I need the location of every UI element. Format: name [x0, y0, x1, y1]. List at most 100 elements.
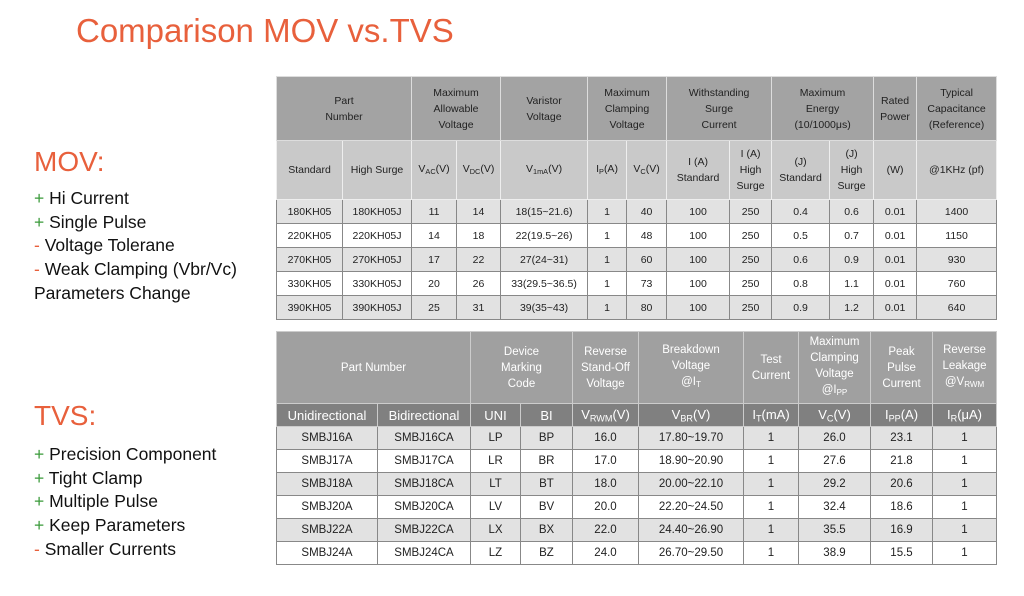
- bullet-sign: +: [34, 467, 45, 488]
- text-part: (V): [435, 162, 450, 175]
- data-cell: LT: [470, 472, 521, 496]
- header-cell: UNI: [470, 403, 521, 427]
- text-part: V: [818, 406, 827, 422]
- text-part: Breakdown Voltage @I: [662, 344, 720, 388]
- data-cell: BR: [520, 449, 573, 473]
- item-text: Single Pulse: [44, 211, 147, 232]
- list-item: + Precision Component: [34, 443, 239, 467]
- header-cell: IT(mA): [743, 403, 799, 427]
- data-cell: 26: [456, 271, 502, 296]
- data-cell: 17.80~19.70: [638, 426, 744, 450]
- text-part: I: [884, 406, 889, 422]
- data-cell: 1: [587, 223, 628, 248]
- data-row: 180KH05 180KH05J 11 14 18(15~21.6) 1 40 100 250 0…: [276, 199, 998, 224]
- data-cell: SMBJ16CA: [377, 426, 471, 450]
- data-cell: BX: [520, 518, 573, 542]
- data-cell: 1: [932, 541, 997, 565]
- data-cell: LV: [470, 495, 521, 519]
- data-cell: 14: [456, 199, 502, 224]
- data-cell: 0.9: [771, 295, 831, 320]
- subscript: AC: [425, 166, 436, 176]
- text-part: (V): [833, 406, 851, 422]
- data-cell: 22(19.5~26): [500, 223, 589, 248]
- data-cell: 22: [456, 247, 502, 272]
- header-cell: Part Number: [275, 76, 413, 141]
- data-cell: 26.70~29.50: [638, 541, 744, 565]
- data-cell: 270KH05J: [341, 247, 413, 272]
- text-part: Reverse Leakage @V: [942, 344, 987, 388]
- data-cell: LZ: [470, 541, 521, 565]
- data-cell: 0.7: [829, 223, 875, 248]
- data-cell: 1: [932, 472, 997, 496]
- text-part: I: [596, 162, 600, 175]
- data-cell: 100: [666, 295, 731, 320]
- data-cell: SMBJ16A: [276, 426, 378, 450]
- data-cell: SMBJ22A: [276, 518, 378, 542]
- data-cell: SMBJ24CA: [377, 541, 471, 565]
- header-cell: Test Current: [743, 331, 799, 404]
- data-cell: 14: [411, 223, 458, 248]
- data-cell: SMBJ20A: [276, 495, 378, 519]
- data-cell: 27(24~31): [500, 247, 589, 272]
- header-cell: Breakdown Voltage @IT: [638, 331, 744, 404]
- data-cell: 390KH05J: [341, 295, 413, 320]
- data-cell: 220KH05J: [341, 223, 413, 248]
- text-part: (mA): [761, 406, 790, 422]
- header-cell: VC(V): [626, 140, 668, 200]
- bullet-sign: +: [34, 188, 45, 208]
- data-cell: 1: [932, 449, 997, 473]
- mov-list: + Hi Current + Single Pulse - Voltage Tole…: [34, 187, 239, 306]
- data-cell: 20.0: [572, 495, 639, 519]
- data-cell: 100: [666, 223, 731, 248]
- subscript: R: [950, 413, 958, 424]
- header-cell: V1mA(V): [500, 140, 589, 200]
- data-cell: 20.6: [870, 472, 933, 496]
- header-cell: I (A) Standard: [666, 140, 731, 200]
- item-text: Smaller Currents: [39, 538, 176, 559]
- data-cell: 1150: [916, 223, 998, 248]
- data-cell: LX: [470, 518, 521, 542]
- header-cell: VDC(V): [456, 140, 502, 200]
- subscript: C: [826, 413, 834, 424]
- subscript: T: [755, 413, 762, 424]
- data-cell: BT: [520, 472, 573, 496]
- text-part: V: [462, 162, 470, 175]
- data-row: SMBJ22A SMBJ22CA LX BX 22.0 24.40~26.90 1 35.5 1…: [276, 518, 997, 542]
- header-cell: BI: [520, 403, 573, 427]
- list-item: - Weak Clamping (Vbr/Vc) Parameters Chan…: [34, 258, 239, 305]
- data-cell: 100: [666, 199, 731, 224]
- subscript: RWM: [964, 380, 985, 389]
- text-part: V: [525, 162, 533, 175]
- data-cell: 18.6: [870, 495, 933, 519]
- data-cell: 16.0: [572, 426, 639, 450]
- data-cell: 0.9: [829, 247, 875, 272]
- data-cell: 27.6: [798, 449, 871, 473]
- text-part: (A): [900, 406, 919, 422]
- list-item: - Voltage Tolerane: [34, 234, 239, 258]
- subscript: PP: [888, 413, 901, 424]
- data-row: SMBJ16A SMBJ16CA LP BP 16.0 17.80~19.70 1 26.0 2…: [276, 426, 997, 450]
- header-cell: Withstanding Surge Current: [666, 76, 773, 141]
- text-part: (μA): [957, 406, 983, 422]
- data-cell: 640: [916, 295, 998, 320]
- text-part: I: [946, 406, 951, 422]
- header-cell: IP(A): [587, 140, 628, 200]
- data-cell: 1: [587, 247, 628, 272]
- data-row: 220KH05 220KH05J 14 18 22(19.5~26) 1 48 100 250 0…: [276, 223, 998, 248]
- data-cell: 18.90~20.90: [638, 449, 744, 473]
- header-cell: Maximum Allowable Voltage: [411, 76, 502, 141]
- text-part: (V): [645, 162, 660, 175]
- item-text: Multiple Pulse: [44, 491, 159, 512]
- data-cell: 38.9: [798, 541, 871, 565]
- text-part: V: [581, 406, 590, 422]
- item-text: Precision Component: [44, 444, 217, 464]
- subscript: 1mA: [532, 166, 549, 176]
- data-cell: BV: [520, 495, 573, 519]
- data-cell: 180KH05J: [341, 199, 413, 224]
- data-cell: 15.5: [870, 541, 933, 565]
- header-cell: (J) High Surge: [829, 140, 875, 200]
- text-part: (V): [692, 406, 711, 422]
- data-cell: 1: [743, 449, 799, 473]
- subscript: PP: [836, 388, 848, 397]
- header-cell: IPP(A): [870, 403, 933, 427]
